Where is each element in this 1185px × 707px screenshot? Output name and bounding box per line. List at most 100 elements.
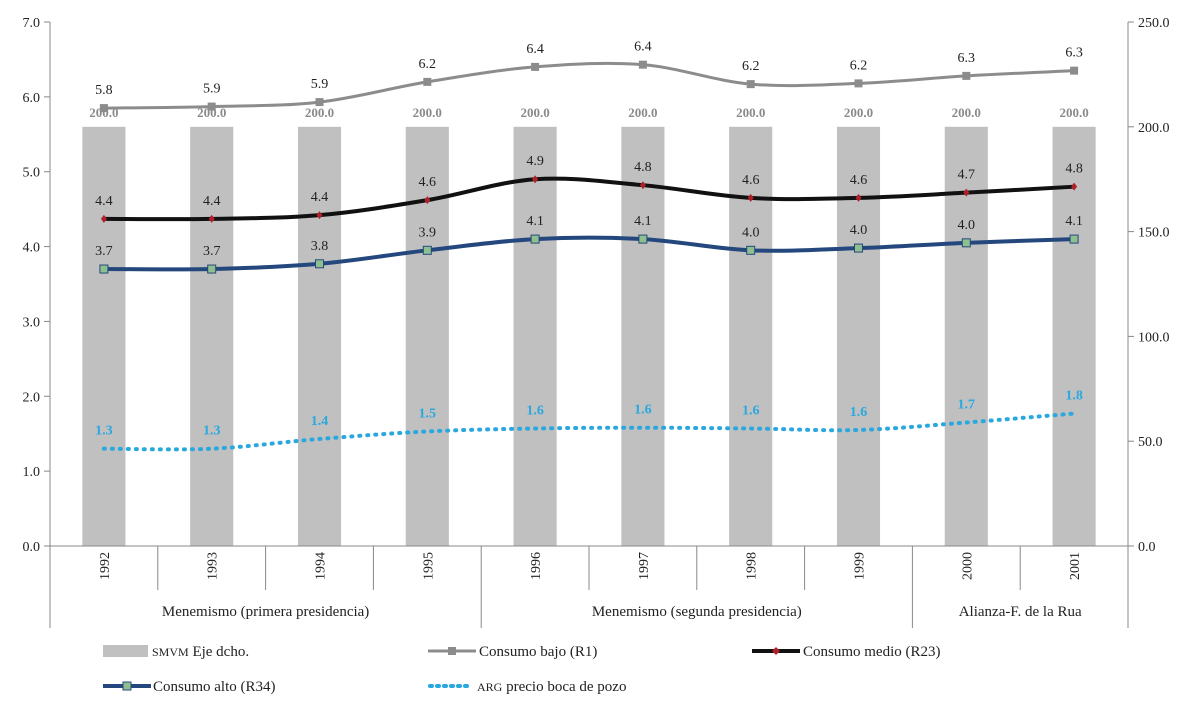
data-label-smvm-1995: 200.0 bbox=[413, 105, 442, 120]
point-consumo-alto-r34-2000 bbox=[961, 238, 971, 248]
point-consumo-bajo-r1-2000 bbox=[962, 71, 971, 80]
data-label-arg-precio-boca-de-pozo-1997: 1.6 bbox=[634, 403, 652, 418]
data-label-consumo-medio-r23-1998: 4.6 bbox=[742, 173, 760, 188]
data-label-consumo-medio-r23-1996: 4.9 bbox=[526, 154, 544, 169]
x-tick-label-1995: 1995 bbox=[421, 552, 436, 580]
data-label-arg-precio-boca-de-pozo-1996: 1.6 bbox=[526, 403, 544, 418]
data-label-arg-precio-boca-de-pozo-1995: 1.5 bbox=[419, 406, 437, 421]
x-tick-label-1999: 1999 bbox=[853, 552, 868, 580]
legend-label-medio: Consumo medio (R23) bbox=[803, 644, 941, 660]
data-label-smvm-1998: 200.0 bbox=[736, 105, 765, 120]
legend-swatch-smvm bbox=[103, 645, 148, 657]
left-tick-label: 6.0 bbox=[23, 91, 41, 106]
data-label-arg-precio-boca-de-pozo-1993: 1.3 bbox=[203, 424, 221, 439]
axes: 0.0 1.0 2.0 3.0 4.0 5.0 6.0 7.0 0.0 50.0 100.0 150.… bbox=[23, 16, 1170, 628]
series-line-arg-precio-boca-de-pozo bbox=[101, 411, 1077, 452]
left-tick-label: 7.0 bbox=[23, 16, 41, 31]
point-consumo-medio-r23-2000 bbox=[963, 188, 970, 197]
series-line-consumo-medio-r23 bbox=[103, 176, 1075, 222]
data-label-consumo-alto-r34-1994: 3.8 bbox=[311, 239, 329, 254]
point-consumo-medio-r23-2001 bbox=[1071, 182, 1078, 191]
bar-layer bbox=[82, 126, 1096, 547]
x-tick-label-1993: 1993 bbox=[206, 552, 221, 580]
data-label-smvm-2001: 200.0 bbox=[1059, 105, 1088, 120]
point-consumo-bajo-r1-1997 bbox=[638, 60, 647, 69]
point-consumo-alto-r34-1998 bbox=[746, 245, 756, 255]
point-consumo-bajo-r1-1999 bbox=[854, 79, 863, 88]
data-label-consumo-bajo-r1-1993: 5.9 bbox=[203, 82, 221, 97]
left-tick-label: 2.0 bbox=[23, 390, 41, 405]
legend-arg-prefix: ARG bbox=[477, 680, 503, 694]
left-tick-label: 0.0 bbox=[23, 540, 41, 555]
data-label-smvm-2000: 200.0 bbox=[952, 105, 981, 120]
legend-marker-alto bbox=[122, 681, 132, 691]
point-consumo-medio-r23-1993 bbox=[208, 214, 215, 223]
bar-smvm-1997 bbox=[621, 126, 665, 547]
legend-marker-medio bbox=[772, 647, 780, 655]
data-label-consumo-medio-r23-1999: 4.6 bbox=[850, 173, 868, 188]
point-consumo-medio-r23-1994 bbox=[316, 211, 323, 220]
legend: SMVM Eje dcho. Consumo bajo (R1) Consumo… bbox=[103, 644, 941, 695]
right-tick-label: 50.0 bbox=[1138, 435, 1163, 450]
bar-smvm-1993 bbox=[190, 126, 234, 547]
data-label-arg-precio-boca-de-pozo-1992: 1.3 bbox=[95, 424, 113, 439]
series-layer bbox=[99, 60, 1079, 452]
data-label-consumo-bajo-r1-2001: 6.3 bbox=[1065, 46, 1083, 61]
left-tick-label: 4.0 bbox=[23, 241, 41, 256]
point-consumo-medio-r23-1998 bbox=[747, 193, 754, 202]
data-label-consumo-medio-r23-1994: 4.4 bbox=[311, 190, 329, 205]
point-consumo-bajo-r1-2001 bbox=[1070, 66, 1079, 75]
point-consumo-alto-r34-1993 bbox=[207, 264, 217, 274]
point-consumo-medio-r23-1992 bbox=[100, 214, 107, 223]
data-label-consumo-bajo-r1-1992: 5.8 bbox=[95, 83, 113, 98]
data-label-smvm-1992: 200.0 bbox=[89, 105, 118, 120]
legend-smvm-rest: Eje dcho. bbox=[189, 644, 249, 660]
point-consumo-bajo-r1-1994 bbox=[315, 98, 324, 107]
data-label-consumo-bajo-r1-1994: 5.9 bbox=[311, 77, 329, 92]
point-consumo-alto-r34-2001 bbox=[1069, 234, 1079, 244]
right-tick-label: 100.0 bbox=[1138, 330, 1170, 345]
data-label-consumo-alto-r34-1993: 3.7 bbox=[203, 244, 221, 259]
data-label-consumo-alto-r34-1995: 3.9 bbox=[419, 225, 437, 240]
data-label-smvm-1997: 200.0 bbox=[628, 105, 657, 120]
right-tick-label: 150.0 bbox=[1138, 226, 1170, 241]
data-label-arg-precio-boca-de-pozo-1999: 1.6 bbox=[850, 405, 868, 420]
data-label-arg-precio-boca-de-pozo-1994: 1.4 bbox=[311, 414, 329, 429]
series-line-consumo-alto-r34 bbox=[103, 235, 1075, 272]
point-consumo-bajo-r1-1995 bbox=[423, 77, 432, 86]
legend-label-alto: Consumo alto (R34) bbox=[153, 679, 276, 695]
bar-smvm-2001 bbox=[1052, 126, 1096, 547]
legend-label-arg: ARG precio boca de pozo bbox=[477, 679, 626, 695]
legend-marker-bajo bbox=[448, 647, 456, 655]
point-consumo-bajo-r1-1993 bbox=[207, 102, 216, 111]
point-consumo-alto-r34-1996 bbox=[530, 234, 540, 244]
data-label-smvm-1996: 200.0 bbox=[520, 105, 549, 120]
data-label-consumo-bajo-r1-2000: 6.3 bbox=[958, 51, 976, 66]
group-label: Menemismo (segunda presidencia) bbox=[592, 604, 802, 620]
point-consumo-medio-r23-1995 bbox=[424, 196, 431, 205]
bar-smvm-1994 bbox=[297, 126, 342, 547]
data-label-consumo-alto-r34-2001: 4.1 bbox=[1065, 214, 1083, 229]
legend-arg-rest: precio boca de pozo bbox=[502, 679, 626, 695]
data-label-consumo-medio-r23-1992: 4.4 bbox=[95, 194, 113, 209]
data-label-consumo-bajo-r1-1996: 6.4 bbox=[526, 42, 544, 57]
data-label-arg-precio-boca-de-pozo-2000: 1.7 bbox=[958, 397, 976, 412]
data-label-consumo-alto-r34-1992: 3.7 bbox=[95, 244, 113, 259]
data-label-consumo-alto-r34-1998: 4.0 bbox=[742, 225, 760, 240]
legend-smvm-prefix: SMVM bbox=[152, 645, 189, 659]
data-label-consumo-alto-r34-1999: 4.0 bbox=[850, 223, 868, 238]
right-tick-label: 200.0 bbox=[1138, 121, 1170, 136]
data-label-smvm-1999: 200.0 bbox=[844, 105, 873, 120]
bar-smvm-1992 bbox=[82, 126, 126, 547]
x-tick-label-1992: 1992 bbox=[98, 552, 113, 580]
group-label: Alianza-F. de la Rua bbox=[959, 604, 1082, 620]
data-label-consumo-alto-r34-1997: 4.1 bbox=[634, 214, 652, 229]
data-label-consumo-medio-r23-1995: 4.6 bbox=[419, 175, 437, 190]
data-label-consumo-bajo-r1-1997: 6.4 bbox=[634, 40, 652, 55]
point-consumo-bajo-r1-1998 bbox=[746, 80, 755, 89]
left-tick-label: 3.0 bbox=[23, 315, 41, 330]
x-tick-label-1994: 1994 bbox=[314, 552, 329, 580]
bar-smvm-1996 bbox=[513, 126, 557, 547]
x-tick-label-2000: 2000 bbox=[960, 552, 975, 580]
